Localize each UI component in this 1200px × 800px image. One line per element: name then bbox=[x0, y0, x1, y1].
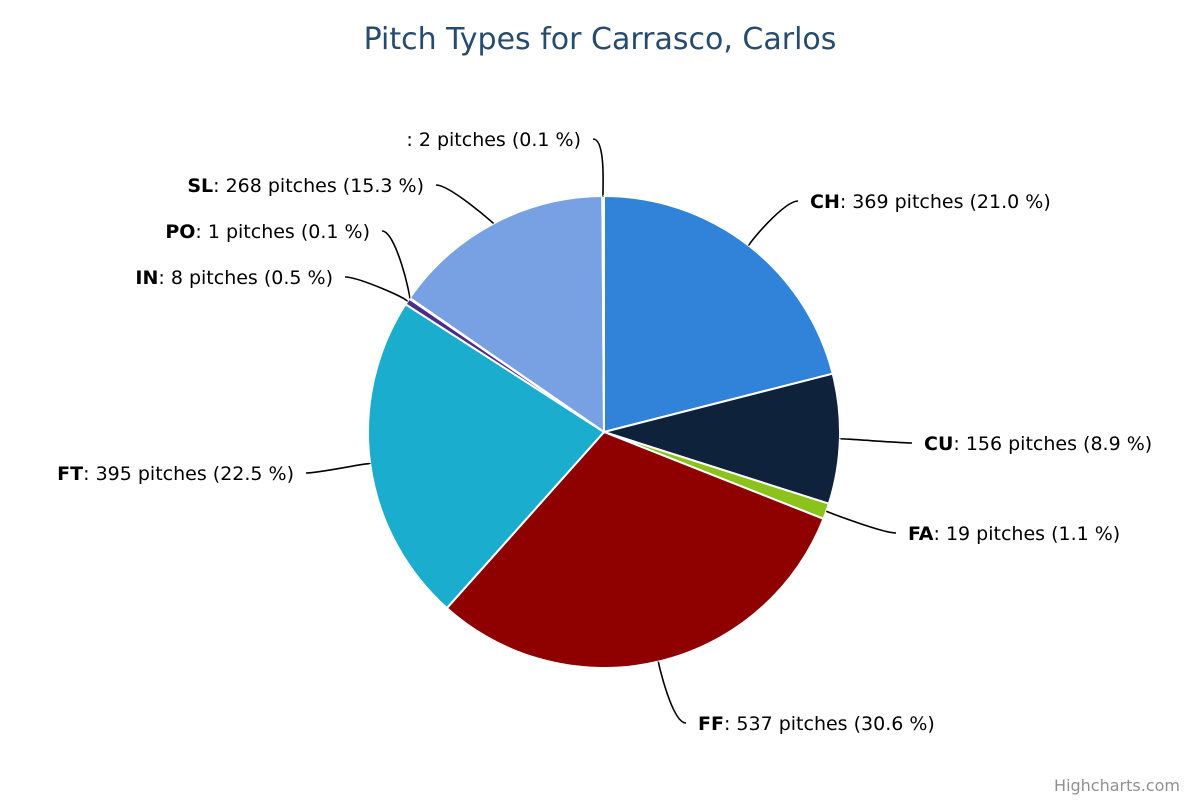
data-label: CU: 156 pitches (8.9 %) bbox=[924, 433, 1152, 455]
connector-line bbox=[381, 230, 411, 300]
data-label-value: : 537 pitches (30.6 %) bbox=[724, 713, 935, 735]
data-label-value: : 2 pitches (0.1 %) bbox=[406, 129, 581, 151]
credits-link[interactable]: Highcharts.com bbox=[1054, 776, 1180, 795]
connector-line bbox=[747, 200, 799, 247]
connector-line bbox=[839, 438, 913, 444]
pie-slice-ch[interactable] bbox=[603, 194, 834, 434]
data-label-category: FA bbox=[908, 523, 934, 545]
data-label-category: PO bbox=[165, 221, 195, 243]
data-label-value: : 19 pitches (1.1 %) bbox=[934, 523, 1121, 545]
pie-slice-sl[interactable] bbox=[408, 195, 606, 434]
connector-line bbox=[657, 660, 687, 724]
data-label: FF: 537 pitches (30.6 %) bbox=[698, 713, 935, 735]
connector-line bbox=[825, 510, 897, 534]
data-label-value: : 156 pitches (8.9 %) bbox=[953, 433, 1152, 455]
data-label-category: FF bbox=[698, 713, 724, 735]
data-label: PO: 1 pitches (0.1 %) bbox=[165, 221, 370, 243]
data-label-value: : 1 pitches (0.1 %) bbox=[195, 221, 370, 243]
data-label-category: IN bbox=[135, 267, 158, 289]
data-label: CH: 369 pitches (21.0 %) bbox=[810, 191, 1051, 213]
data-label-category: FT bbox=[57, 463, 83, 485]
connector-line bbox=[435, 184, 495, 225]
connector-line bbox=[305, 462, 371, 474]
data-labels: CH: 369 pitches (21.0 %) CU: 156 pitches … bbox=[57, 129, 1152, 735]
data-label: IN: 8 pitches (0.5 %) bbox=[135, 267, 333, 289]
data-label: SL: 268 pitches (15.3 %) bbox=[187, 175, 424, 197]
data-label-category: SL bbox=[187, 175, 213, 197]
data-label-value: : 395 pitches (22.5 %) bbox=[83, 463, 294, 485]
data-label-category: CH bbox=[810, 191, 840, 213]
data-label: FT: 395 pitches (22.5 %) bbox=[57, 463, 294, 485]
data-label-value: : 8 pitches (0.5 %) bbox=[158, 267, 333, 289]
data-label: FA: 19 pitches (1.1 %) bbox=[908, 523, 1120, 545]
connector-line bbox=[592, 138, 604, 197]
data-label-value: : 369 pitches (21.0 %) bbox=[840, 191, 1051, 213]
data-label-value: : 268 pitches (15.3 %) bbox=[213, 175, 424, 197]
label-connectors bbox=[305, 138, 913, 724]
chart-title: Pitch Types for Carrasco, Carlos bbox=[364, 22, 837, 57]
pie-slices bbox=[367, 194, 841, 669]
data-label-category: CU bbox=[924, 433, 953, 455]
data-label: : 2 pitches (0.1 %) bbox=[406, 129, 581, 151]
connector-line bbox=[344, 276, 409, 303]
